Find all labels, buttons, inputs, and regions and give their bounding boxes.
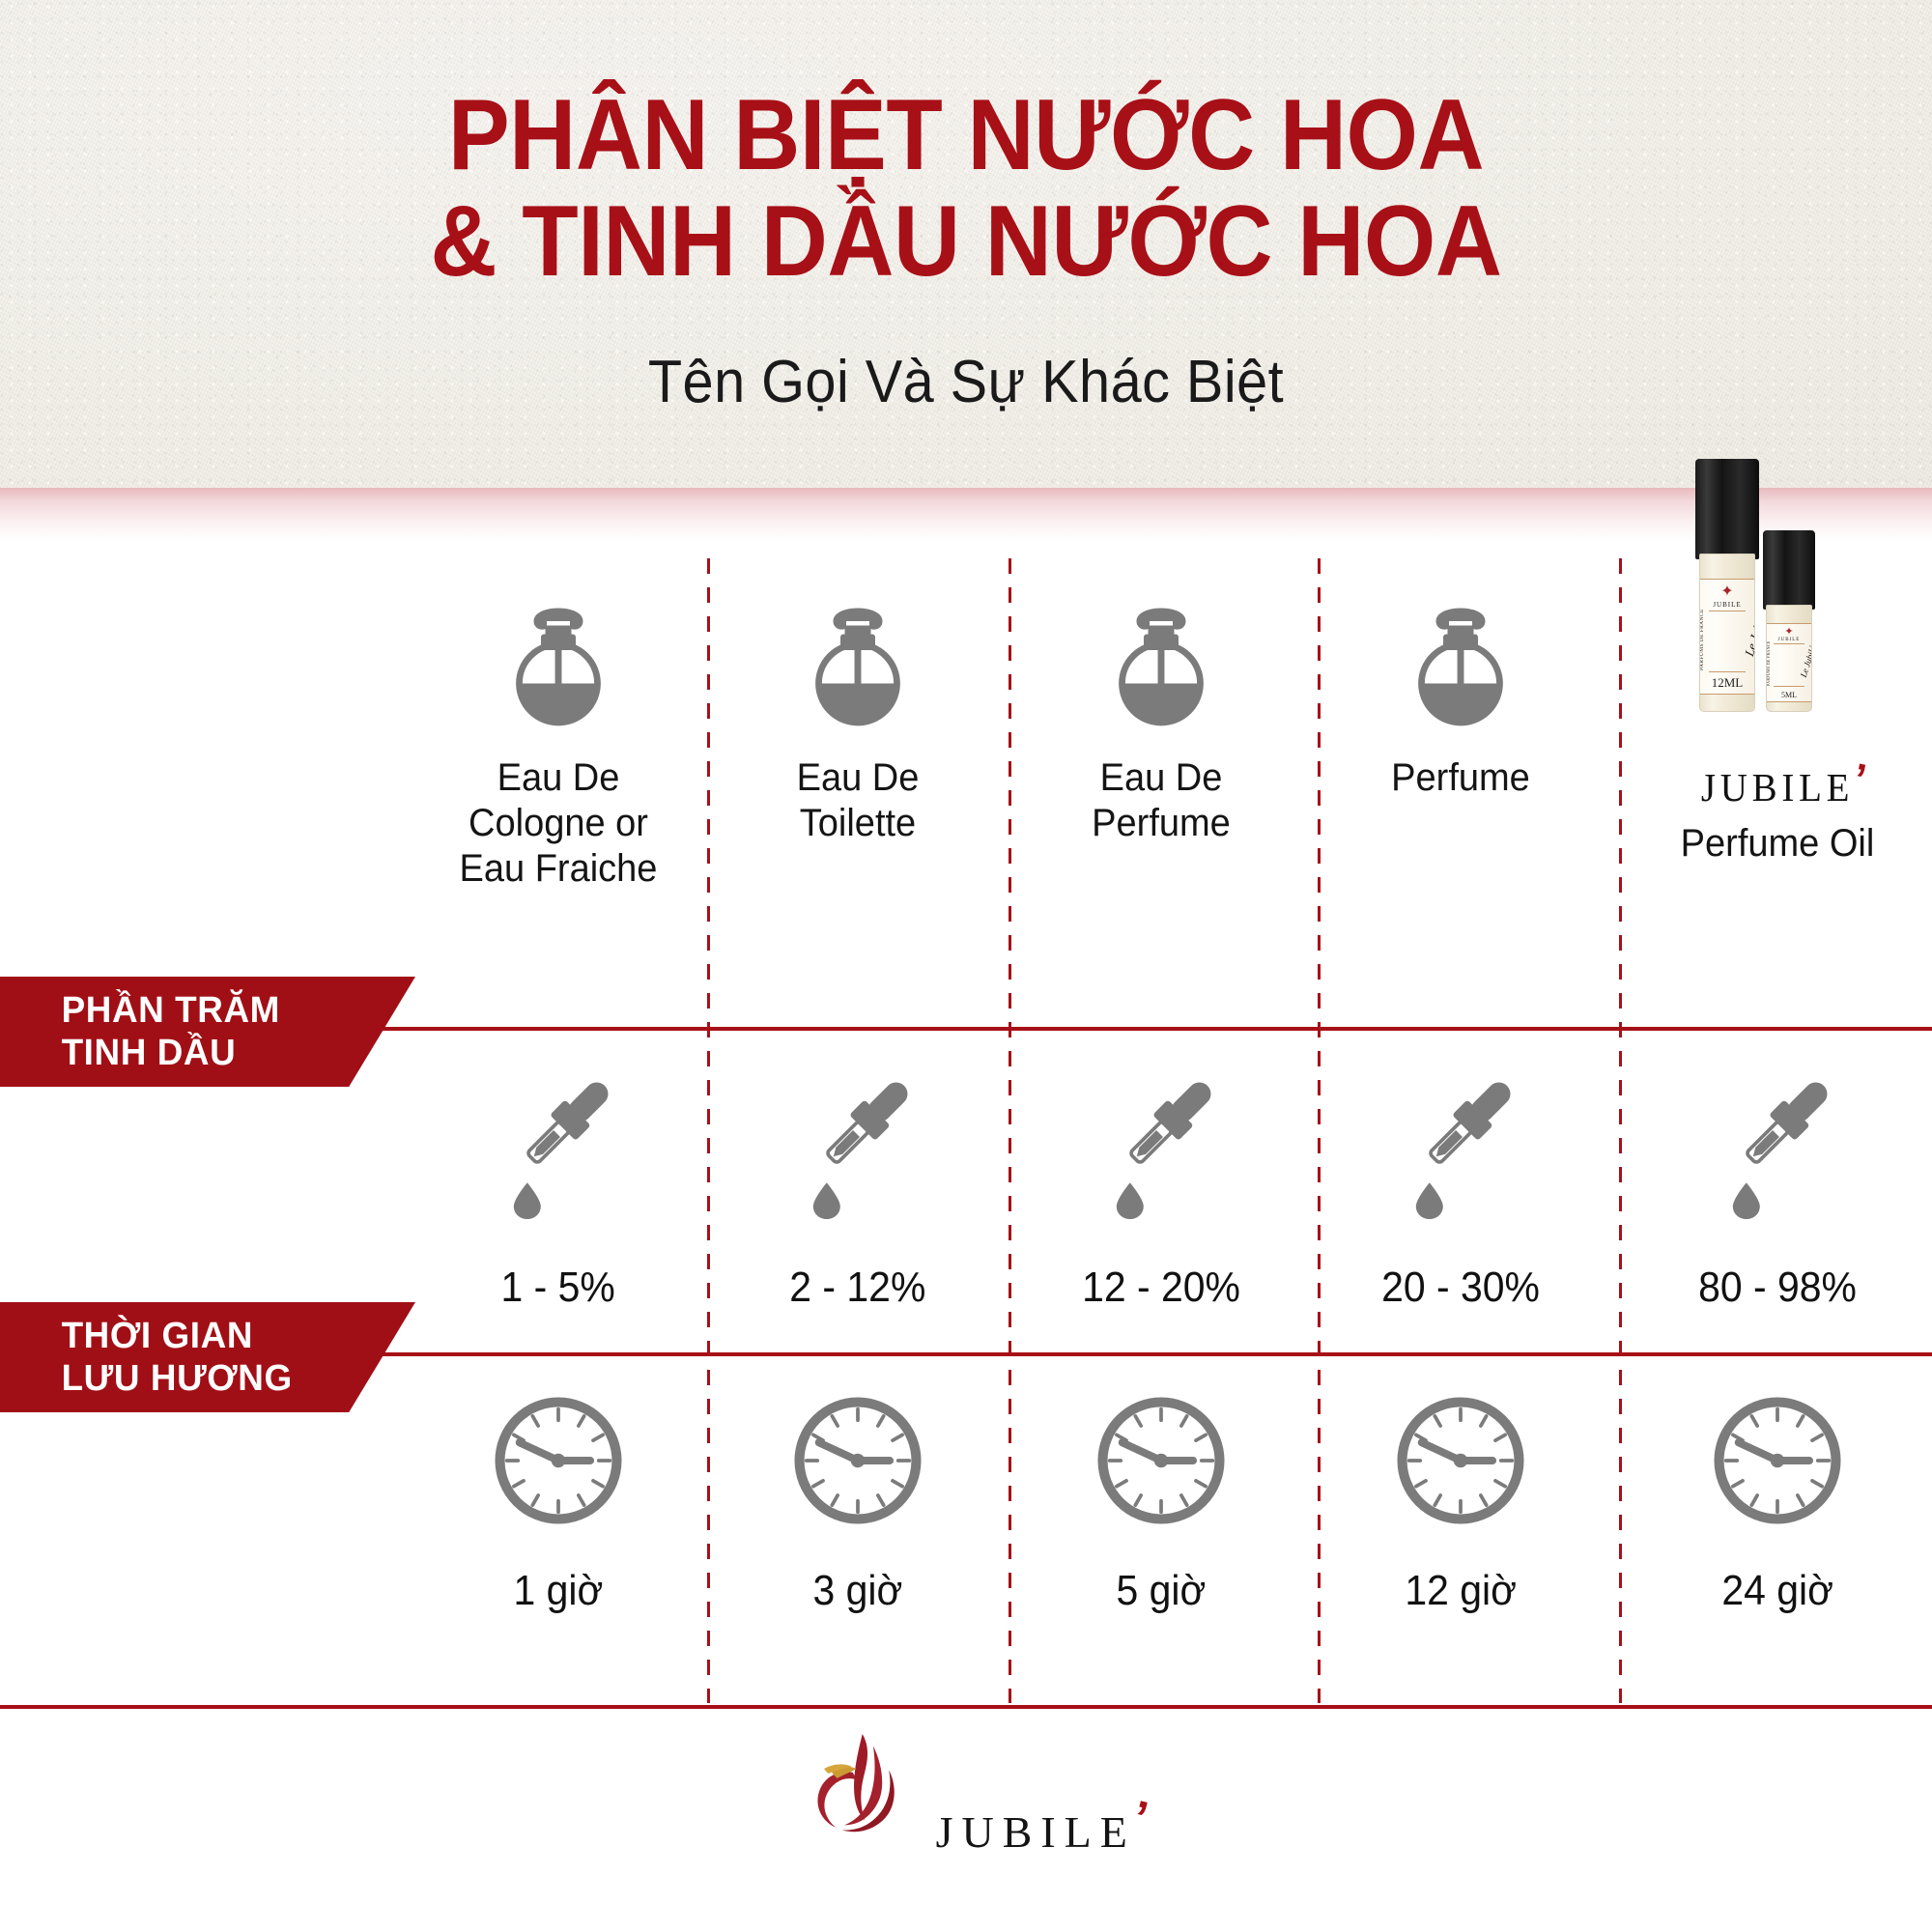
cell-value: 24 giờ <box>1721 1567 1833 1614</box>
product-bottle-12ml: ✦ JUBILE PARFUMS DE FRANCE Le Jubilé 12M… <box>1695 459 1759 712</box>
column-header-eau-de-perfume: Eau De Perfume <box>1016 570 1306 846</box>
label-side-text: PARFUMS DE FRANCE <box>1700 609 1705 670</box>
dropper-icon <box>513 1082 609 1219</box>
label-rule <box>1774 643 1804 644</box>
cell-oil-percentage-1: 1 - 5% <box>413 1063 703 1312</box>
perfume-bottle-icon <box>1316 570 1605 734</box>
column-separator-3 <box>1318 558 1321 1703</box>
column-label: Eau De Cologne or Eau Fraiche <box>459 756 658 891</box>
page-title: PHÂN BIỆT NƯỚC HOA & TINH DẦU NƯỚC HOA <box>77 85 1855 298</box>
jubile-phoenix-icon <box>817 1733 895 1833</box>
cell-value: 12 - 20% <box>1082 1264 1240 1311</box>
dropper-icon <box>1732 1082 1828 1219</box>
header-fade-divider <box>0 488 1932 541</box>
table-rule-bottom <box>0 1705 1932 1709</box>
bottle-label: ✦ JUBILE PARFUMS DE FRANCE Le Jubilé 5ML <box>1767 623 1811 702</box>
label-side-text: PARFUMS DE FRANCE <box>1767 640 1771 686</box>
title-line-2: & TINH DẦU NƯỚC HOA <box>430 185 1502 298</box>
perfume-bottle-glyph <box>815 608 900 726</box>
perfume-bottle-icon <box>413 570 703 734</box>
clock-icon <box>495 1397 622 1524</box>
cell-oil-percentage-2: 2 - 12% <box>713 1063 1003 1312</box>
label-volume: 5ML <box>1780 691 1797 699</box>
table-rule-top <box>0 1027 1932 1031</box>
row-banner-line-2: LƯU HƯƠNG <box>61 1358 293 1399</box>
cell-oil-percentage-3: 12 - 20% <box>1016 1063 1306 1312</box>
jubile-logo-apostrophe: ’ <box>1126 1790 1162 1848</box>
row-banner-oil-percentage: PHẦN TRĂM TINH DẦU <box>0 977 415 1087</box>
column-label: JUBILE’ Perfume Oil <box>1640 753 1916 867</box>
jubile-wordmark: JUBILE’ <box>1700 753 1875 810</box>
footer-logo: JUBILE’ <box>0 1729 1932 1858</box>
product-photo-group: ✦ JUBILE PARFUMS DE FRANCE Le Jubilé 12M… <box>1666 459 1889 749</box>
cell-value: 1 - 5% <box>500 1264 616 1311</box>
clock-icon <box>1097 1397 1225 1524</box>
label-flame-icon: ✦ <box>1784 626 1794 638</box>
perfume-bottle-glyph <box>516 608 601 726</box>
label-brand: JUBILE <box>1777 638 1801 642</box>
cell-value: 20 - 30% <box>1381 1264 1540 1311</box>
header-banner <box>0 0 1932 488</box>
label-brand: JUBILE <box>1713 601 1742 609</box>
column-header-jubile-perfume-oil: ✦ JUBILE PARFUMS DE FRANCE Le Jubilé 12M… <box>1633 459 1922 867</box>
row-banner-longevity: THỜI GIAN LƯU HƯƠNG <box>0 1302 415 1412</box>
table-rule-middle <box>0 1352 1932 1356</box>
label-volume: 12ML <box>1711 675 1744 690</box>
cell-value: 5 giờ <box>1116 1567 1207 1614</box>
clock-icon <box>1714 1397 1841 1524</box>
jubile-apostrophe: ’ <box>1848 753 1875 807</box>
cell-oil-percentage-4: 20 - 30% <box>1316 1063 1605 1312</box>
bottle-label: ✦ JUBILE PARFUMS DE FRANCE Le Jubilé 12M… <box>1700 579 1754 695</box>
column-label-sub: Perfume Oil <box>1680 822 1875 866</box>
perfume-bottle-glyph <box>1119 608 1204 726</box>
page-subtitle: Tên Gọi Và Sự Khác Biệt <box>647 349 1285 415</box>
perfume-bottle-icon <box>713 570 1003 734</box>
cell-longevity-5: 24 giờ <box>1633 1391 1922 1615</box>
column-label: Perfume <box>1391 756 1530 799</box>
column-label: Eau De Perfume <box>1092 756 1231 845</box>
cell-longevity-2: 3 giờ <box>713 1391 1003 1615</box>
clock-icon <box>1397 1397 1524 1524</box>
cell-value: 80 - 98% <box>1698 1264 1857 1311</box>
perfume-bottle-icon <box>1016 570 1306 734</box>
dropper-icon <box>1116 1082 1211 1219</box>
label-script: Le Jubilé <box>1799 644 1811 679</box>
column-header-eau-de-toilette: Eau De Toilette <box>713 570 1003 846</box>
perfume-bottle-glyph <box>1418 608 1503 726</box>
clock-icon <box>794 1397 922 1524</box>
cell-value: 12 giờ <box>1405 1567 1517 1614</box>
bottle-cap <box>1695 459 1759 559</box>
label-flame-icon: ✦ <box>1720 583 1734 600</box>
bottle-cap <box>1763 530 1815 610</box>
column-separator-1 <box>707 558 710 1703</box>
cell-value: 2 - 12% <box>789 1264 926 1311</box>
column-separator-4 <box>1619 558 1622 1703</box>
cell-value: 3 giờ <box>812 1567 903 1614</box>
row-banner-line-1: PHẦN TRĂM <box>61 989 280 1031</box>
jubile-logo-wordmark: JUBILE’ <box>935 1790 1162 1857</box>
comparison-table: Eau De Cologne or Eau Fraiche Eau De Toilet… <box>0 459 1932 1710</box>
column-header-perfume: Perfume <box>1316 570 1605 801</box>
dropper-icon <box>812 1082 908 1219</box>
label-script: Le Jubilé <box>1742 609 1754 658</box>
jubile-product-photo: ✦ JUBILE PARFUMS DE FRANCE Le Jubilé 12M… <box>1633 459 1922 749</box>
title-line-1: PHÂN BIỆT NƯỚC HOA <box>447 79 1485 191</box>
column-separator-2 <box>1009 558 1011 1703</box>
row-banner-line-1: THỜI GIAN <box>61 1315 254 1356</box>
product-bottle-5ml: ✦ JUBILE PARFUMS DE FRANCE Le Jubilé 5ML <box>1763 530 1815 712</box>
row-banner-line-2: TINH DẦU <box>61 1033 237 1073</box>
dropper-icon <box>1415 1082 1511 1219</box>
column-header-eau-de-cologne: Eau De Cologne or Eau Fraiche <box>413 570 703 893</box>
column-label: Eau De Toilette <box>796 756 920 845</box>
label-rule-bottom <box>1708 671 1747 672</box>
cell-longevity-4: 12 giờ <box>1316 1391 1605 1615</box>
label-rule-bottom <box>1774 686 1804 687</box>
cell-longevity-3: 5 giờ <box>1016 1391 1306 1615</box>
cell-longevity-1: 1 giờ <box>413 1391 703 1615</box>
cell-oil-percentage-5: 80 - 98% <box>1633 1063 1922 1312</box>
cell-value: 1 giờ <box>513 1567 604 1614</box>
